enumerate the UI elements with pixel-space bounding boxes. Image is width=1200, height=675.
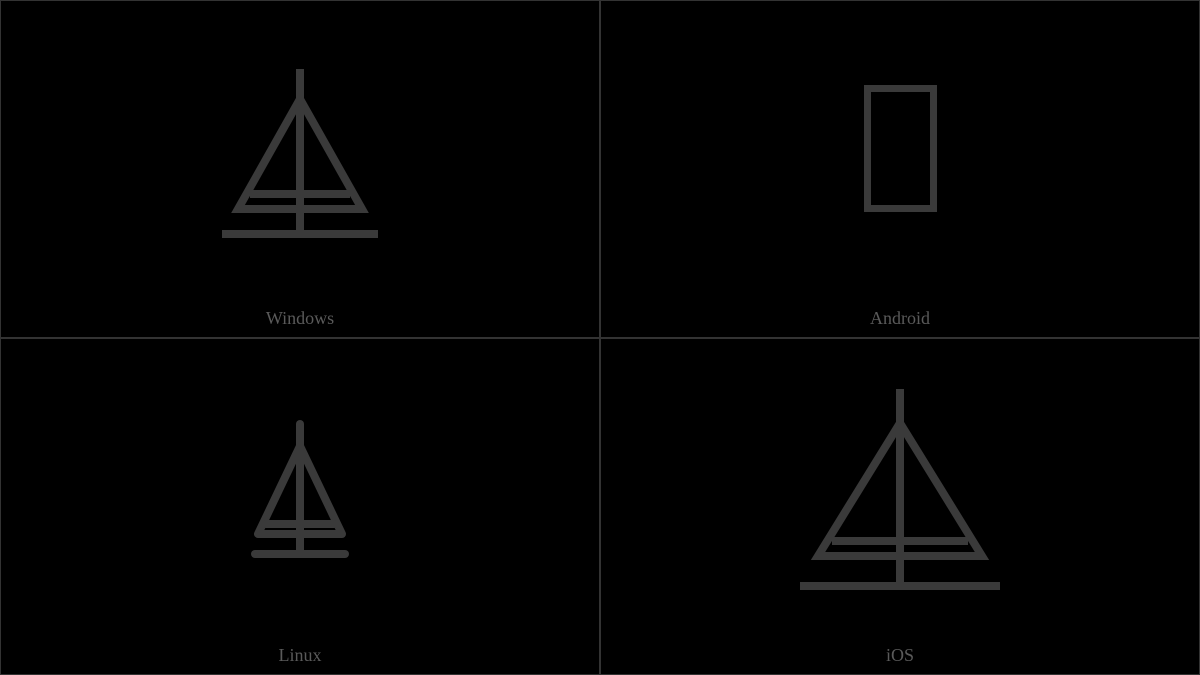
cell-linux: Linux	[0, 338, 600, 675]
label-ios: iOS	[886, 645, 914, 666]
glyph-ios	[601, 339, 1199, 675]
label-linux: Linux	[279, 645, 322, 666]
glyph-windows	[1, 1, 599, 337]
label-windows: Windows	[266, 308, 334, 329]
cell-ios: iOS	[600, 338, 1200, 675]
glyph-linux	[1, 339, 599, 675]
cell-windows: Windows	[0, 0, 600, 338]
glyph-android	[601, 1, 1199, 337]
label-android: Android	[870, 308, 930, 329]
cell-android: Android	[600, 0, 1200, 338]
